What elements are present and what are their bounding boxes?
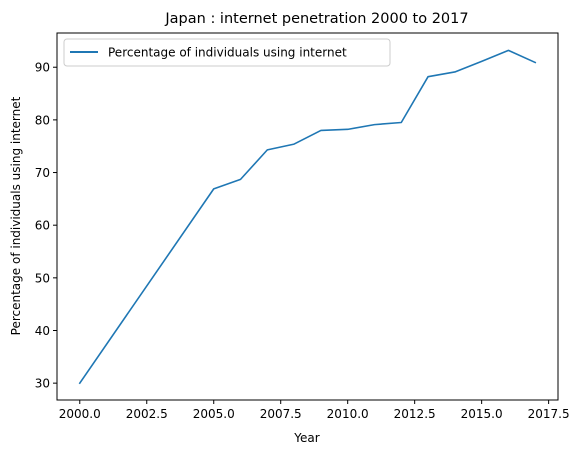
y-tick-label: 60	[35, 219, 50, 233]
x-tick-label: 2005.0	[193, 407, 235, 421]
legend: Percentage of individuals using internet	[63, 38, 391, 67]
x-tick-label: 2007.5	[260, 407, 302, 421]
x-axis-label: Year	[293, 431, 319, 445]
y-axis-label: Percentage of individuals using internet	[9, 96, 23, 335]
x-axis: 2000.0 2002.5 2005.0 2007.5 2010.0 2012.5 2015…	[59, 400, 570, 421]
y-tick-label: 50	[35, 271, 50, 285]
y-tick-label: 30	[35, 377, 50, 391]
y-tick-label: 40	[35, 324, 50, 338]
y-axis: 30 40 50 60 70 80 90	[35, 61, 57, 391]
series-layer	[78, 49, 537, 385]
x-tick-label: 2015.0	[461, 407, 503, 421]
plot-frame	[56, 32, 559, 401]
x-tick-label: 2010.0	[327, 407, 369, 421]
y-tick-label: 70	[35, 166, 50, 180]
legend-label: Percentage of individuals using internet	[108, 46, 347, 60]
series-line	[78, 49, 537, 385]
chart-title: Japan : internet penetration 2000 to 201…	[164, 11, 468, 27]
x-tick-label: 2017.5	[528, 407, 570, 421]
x-tick-label: 2000.0	[59, 407, 101, 421]
y-tick-label: 90	[35, 61, 50, 75]
y-tick-label: 80	[35, 113, 50, 127]
x-tick-label: 2002.5	[126, 407, 168, 421]
legend-box	[63, 38, 391, 67]
x-tick-label: 2012.5	[394, 407, 436, 421]
